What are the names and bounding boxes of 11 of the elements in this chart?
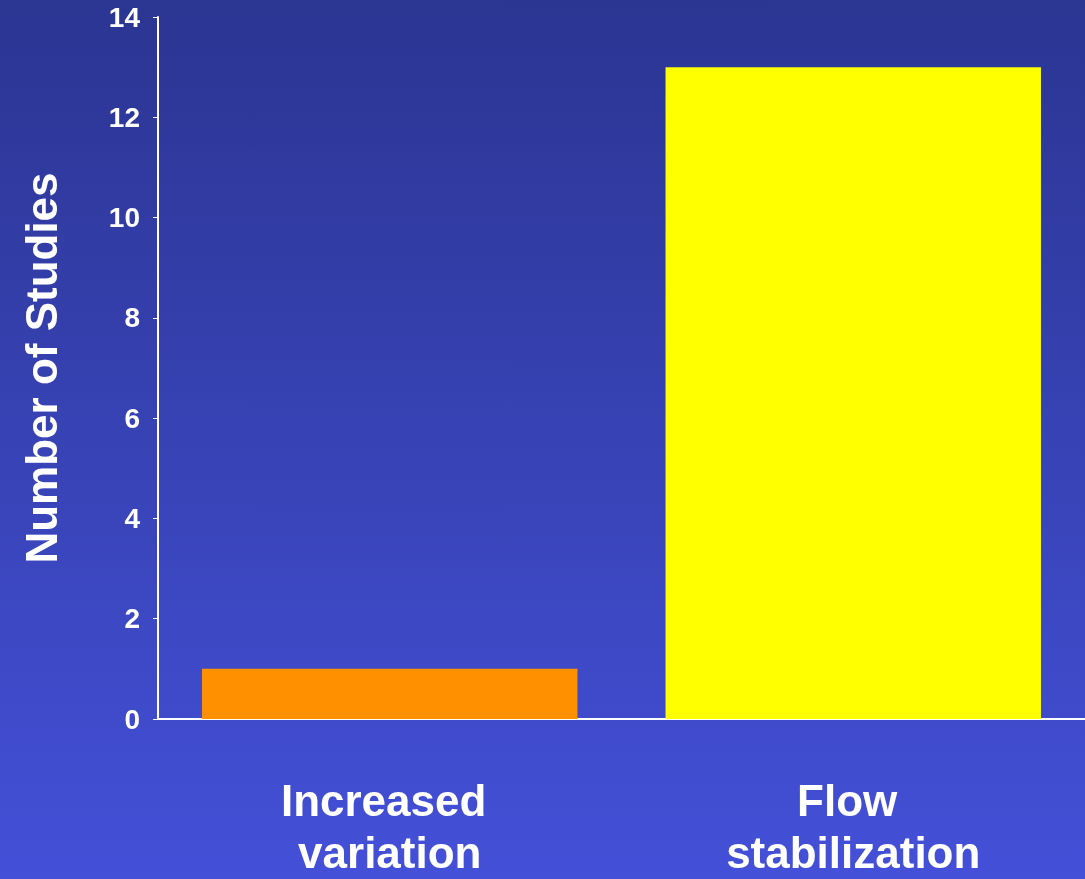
y-tick-label: 0 xyxy=(124,703,140,735)
y-tick-label: 8 xyxy=(124,302,140,334)
y-tick-label: 12 xyxy=(108,101,140,133)
y-tick-label: 6 xyxy=(124,402,140,434)
y-tick-label: 14 xyxy=(108,1,141,33)
y-tick-label: 10 xyxy=(108,202,140,234)
y-tick-label: 2 xyxy=(124,603,140,635)
y-tick-label: 4 xyxy=(124,502,141,534)
y-axis-title: Number of Studies xyxy=(16,172,66,564)
x-tick-label: Flow stabilization xyxy=(726,775,981,877)
x-tick-label: Increased variation xyxy=(280,775,499,877)
